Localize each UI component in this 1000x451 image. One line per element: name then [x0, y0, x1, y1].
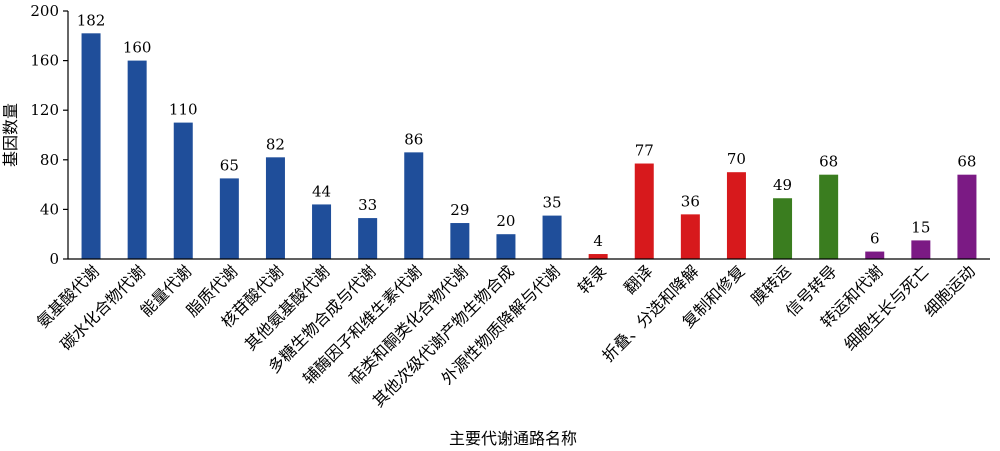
bar: [588, 254, 608, 259]
data-label: 182: [77, 11, 106, 29]
bar: [450, 223, 470, 259]
bar: [634, 163, 654, 259]
bar: [957, 174, 977, 259]
data-labels-layer: 182 160 110 65 82 44 33 86 29 20 35 4 77 36 70 49 68 6 15 6…: [77, 11, 977, 250]
axes-layer: [67, 11, 990, 260]
category-label: 转录: [574, 262, 610, 298]
category-label: 碳水化合物代谢: [57, 262, 150, 355]
bar: [819, 174, 839, 259]
data-label: 160: [123, 39, 152, 57]
data-label: 70: [727, 150, 746, 168]
data-label: 36: [681, 192, 700, 210]
y-tick-label: 40: [40, 200, 59, 218]
bar: [173, 122, 193, 259]
y-tick-label: 160: [30, 52, 59, 70]
bar: [911, 240, 931, 259]
bar: [680, 214, 700, 259]
category-label: 细胞生长与死亡: [840, 262, 933, 355]
bar: [404, 152, 424, 259]
bar: [865, 251, 885, 259]
y-tick-label: 200: [30, 2, 59, 20]
bars-layer: [81, 33, 977, 259]
bar: [127, 60, 147, 259]
data-label: 65: [220, 156, 239, 174]
y-ticks-layer: 0 40 80 120 160 200: [30, 2, 68, 268]
y-tick-label: 80: [40, 151, 59, 169]
data-label: 4: [593, 232, 603, 250]
bar: [265, 157, 285, 259]
data-label: 35: [543, 194, 562, 212]
data-label: 82: [266, 135, 285, 153]
data-label: 68: [819, 153, 838, 171]
data-label: 110: [169, 101, 198, 119]
data-label: 33: [358, 196, 377, 214]
data-label: 68: [957, 153, 976, 171]
bar: [219, 178, 239, 259]
data-label: 29: [450, 201, 469, 219]
data-label: 15: [911, 218, 930, 236]
bar: [773, 198, 793, 259]
y-tick-label: 120: [30, 101, 59, 119]
category-labels-layer: 氨基酸代谢碳水化合物代谢能量代谢脂质代谢核苷酸代谢其他氨基酸代谢多糖生物合成与代…: [33, 262, 979, 411]
data-label: 77: [635, 142, 654, 160]
data-label: 49: [773, 176, 792, 194]
data-label: 44: [312, 182, 331, 200]
y-tick-label: 0: [49, 250, 59, 268]
category-label: 细胞运动: [920, 262, 979, 321]
data-label: 20: [496, 212, 515, 230]
bar: [358, 218, 378, 259]
bar: [81, 33, 101, 259]
y-axis-title: 基因数量: [1, 103, 20, 167]
data-label: 6: [870, 230, 880, 248]
x-axis-title: 主要代谢通路名称: [449, 429, 577, 448]
bar: [542, 215, 562, 259]
data-label: 86: [404, 130, 423, 148]
category-label: 翻译: [620, 262, 656, 298]
bar: [496, 234, 516, 259]
bar: [312, 204, 332, 259]
bar: [726, 172, 746, 259]
